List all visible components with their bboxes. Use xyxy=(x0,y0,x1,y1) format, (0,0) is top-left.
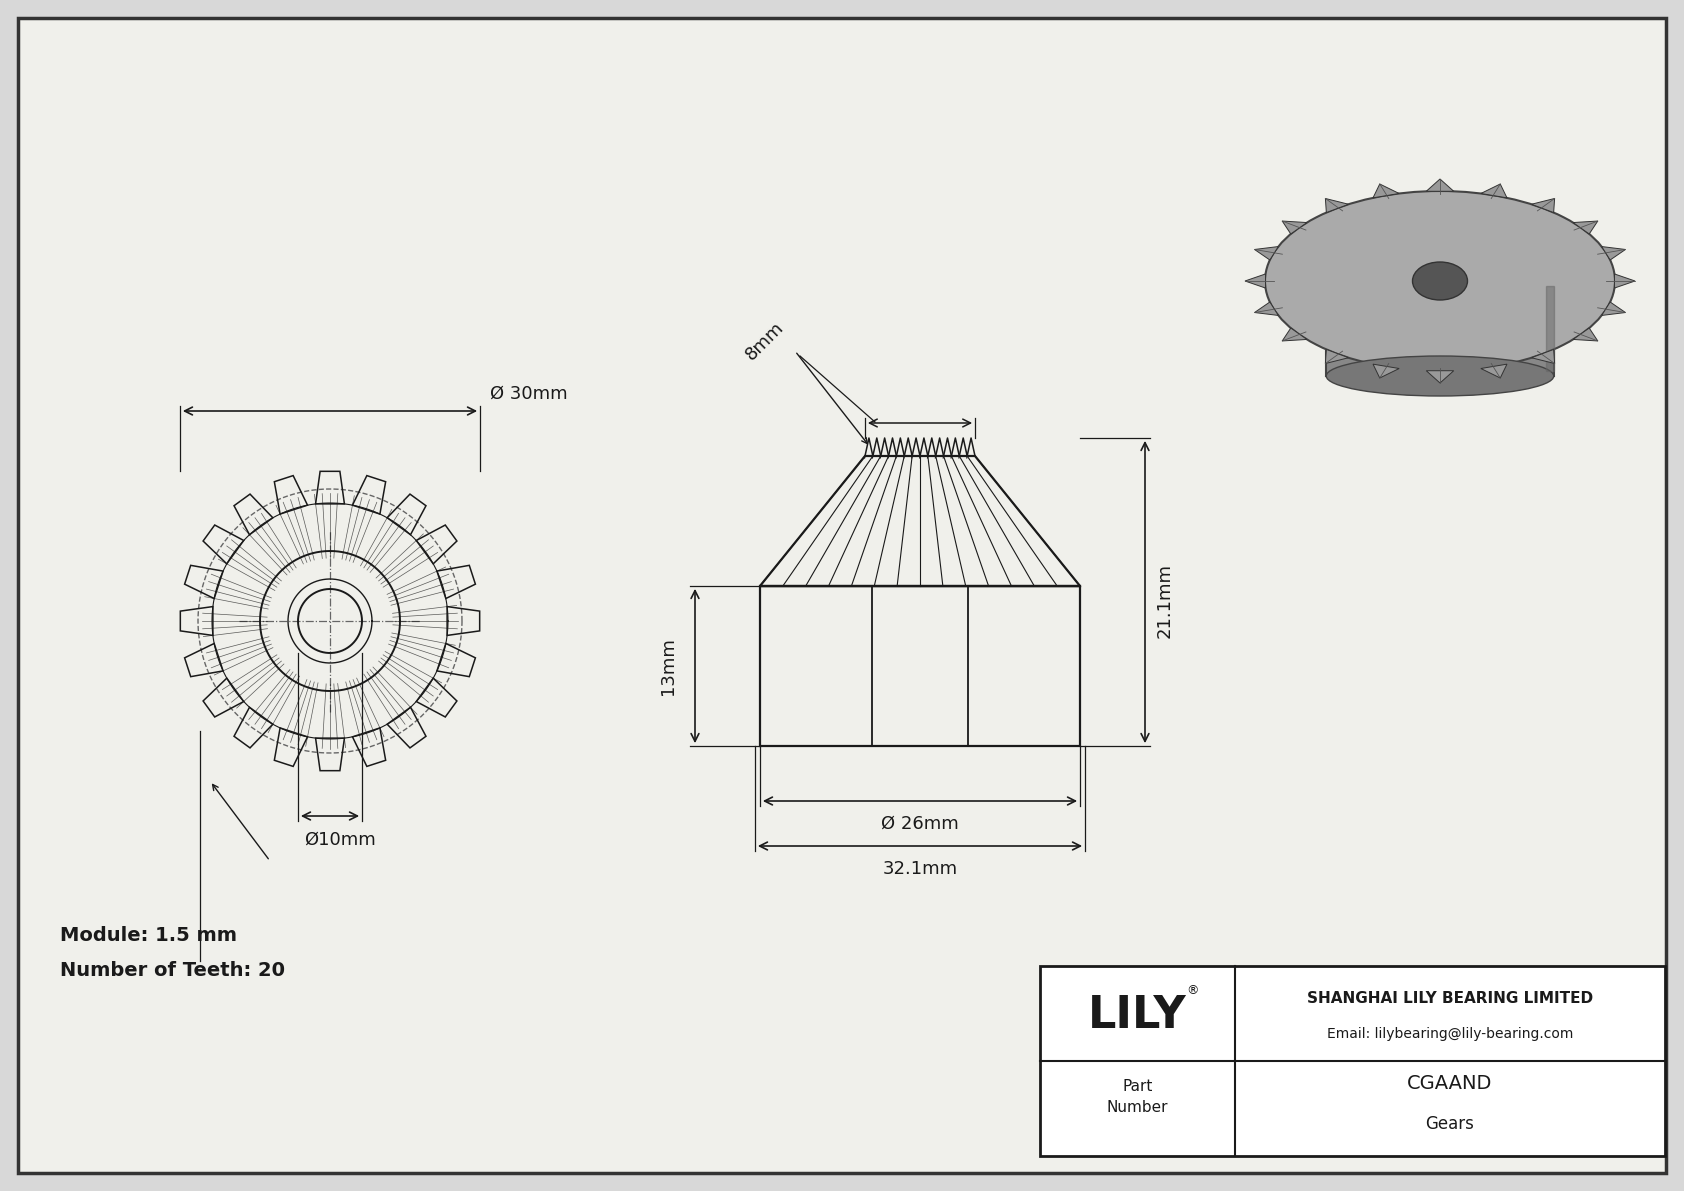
Polygon shape xyxy=(1282,328,1307,341)
Text: Ø 26mm: Ø 26mm xyxy=(881,815,958,833)
Text: LILY: LILY xyxy=(1088,994,1187,1037)
Polygon shape xyxy=(1255,303,1278,316)
Polygon shape xyxy=(1601,247,1625,260)
Text: 13mm: 13mm xyxy=(658,637,677,694)
Polygon shape xyxy=(1480,183,1507,198)
Text: SHANGHAI LILY BEARING LIMITED: SHANGHAI LILY BEARING LIMITED xyxy=(1307,991,1593,1006)
Polygon shape xyxy=(1244,274,1266,288)
Text: CGAAND: CGAAND xyxy=(1408,1074,1492,1093)
Text: Email: lilybearing@lily-bearing.com: Email: lilybearing@lily-bearing.com xyxy=(1327,1028,1573,1041)
Text: Ø10mm: Ø10mm xyxy=(305,831,376,849)
Polygon shape xyxy=(1531,199,1554,212)
Text: 8mm: 8mm xyxy=(743,318,788,363)
Ellipse shape xyxy=(1265,191,1615,372)
Polygon shape xyxy=(1325,349,1349,363)
Polygon shape xyxy=(1372,183,1399,198)
Bar xyxy=(1327,281,1554,376)
Text: Module: 1.5 mm: Module: 1.5 mm xyxy=(61,925,237,944)
Polygon shape xyxy=(1573,222,1598,233)
Bar xyxy=(1041,966,1665,1156)
Text: Number of Teeth: 20: Number of Teeth: 20 xyxy=(61,961,285,980)
Polygon shape xyxy=(1531,349,1554,363)
Bar xyxy=(759,586,1079,746)
Polygon shape xyxy=(1601,303,1625,316)
Text: ®: ® xyxy=(1186,984,1199,997)
Polygon shape xyxy=(1426,179,1453,192)
Polygon shape xyxy=(1372,364,1399,378)
Ellipse shape xyxy=(1327,356,1554,395)
Polygon shape xyxy=(1282,222,1307,233)
Polygon shape xyxy=(1325,199,1349,212)
Ellipse shape xyxy=(1413,262,1467,300)
Polygon shape xyxy=(1615,274,1635,288)
Polygon shape xyxy=(1573,328,1598,341)
Text: Ø 30mm: Ø 30mm xyxy=(490,385,568,403)
Text: Gears: Gears xyxy=(1426,1115,1475,1133)
Polygon shape xyxy=(1546,286,1554,372)
Text: Part
Number: Part Number xyxy=(1106,1079,1169,1115)
Text: 21.1mm: 21.1mm xyxy=(1155,563,1174,638)
Polygon shape xyxy=(1255,247,1278,260)
Polygon shape xyxy=(1426,370,1453,384)
Polygon shape xyxy=(1480,364,1507,378)
Text: 32.1mm: 32.1mm xyxy=(882,860,958,878)
